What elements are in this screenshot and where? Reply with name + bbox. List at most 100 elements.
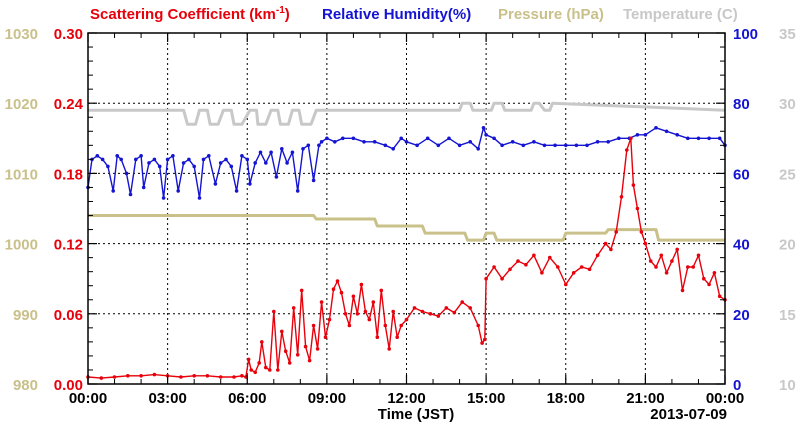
data-point-humidity xyxy=(171,154,175,158)
data-point-humidity xyxy=(311,178,316,183)
data-point-scattering xyxy=(670,259,674,263)
data-point-scattering xyxy=(412,306,417,310)
data-point-scattering xyxy=(579,265,584,269)
data-point-scattering xyxy=(648,259,653,263)
series-layer xyxy=(86,101,727,380)
data-point-scattering xyxy=(240,374,244,378)
data-point-humidity xyxy=(510,140,515,144)
data-point-humidity xyxy=(95,154,100,158)
data-point-humidity xyxy=(141,185,146,190)
data-point-humidity xyxy=(264,161,268,165)
data-point-scattering xyxy=(483,337,487,342)
data-point-humidity xyxy=(111,189,115,193)
data-point-scattering xyxy=(112,375,117,379)
data-point-humidity xyxy=(147,161,151,165)
data-point-humidity xyxy=(606,140,610,144)
x-tick-label: 21:00 xyxy=(626,390,664,407)
data-point-humidity xyxy=(192,164,196,169)
humidity-tick-label: 20 xyxy=(733,307,750,324)
data-point-scattering xyxy=(540,271,544,275)
scattering-tick-label: 0.30 xyxy=(54,26,83,43)
data-point-humidity xyxy=(415,143,419,148)
data-point-scattering xyxy=(383,323,388,328)
data-point-humidity xyxy=(234,189,239,193)
data-point-humidity xyxy=(139,154,143,158)
data-point-humidity xyxy=(325,136,329,141)
data-point-scattering xyxy=(609,247,613,252)
data-point-humidity xyxy=(253,161,257,165)
data-point-humidity xyxy=(447,136,451,141)
data-point-scattering xyxy=(476,323,481,328)
data-point-scattering xyxy=(315,347,320,351)
temperature-tick-label: 35 xyxy=(779,26,796,43)
axis-ticks xyxy=(87,32,726,385)
data-point-scattering xyxy=(404,317,409,322)
data-point-humidity xyxy=(643,133,648,137)
data-point-scattering xyxy=(564,282,568,287)
x-tick-label: 12:00 xyxy=(387,390,425,407)
data-point-humidity xyxy=(675,133,679,137)
data-point-humidity xyxy=(197,196,202,200)
tick-labels: 00:00 03:00 06:00 09:00 12:00 15:00 18:00 21:00… xyxy=(5,26,796,407)
data-point-humidity xyxy=(553,143,557,148)
data-point-humidity xyxy=(585,143,589,148)
data-point-scattering xyxy=(659,253,664,258)
data-point-humidity xyxy=(165,157,170,162)
data-point-scattering xyxy=(311,323,316,328)
data-point-humidity xyxy=(134,157,138,162)
temperature-tick-label: 20 xyxy=(779,237,796,254)
data-point-scattering xyxy=(232,375,236,379)
data-point-humidity xyxy=(213,182,218,186)
legend-temperature: Temperature (C) xyxy=(623,6,738,23)
data-point-humidity xyxy=(457,143,462,148)
data-point-scattering xyxy=(276,368,280,372)
data-point-humidity xyxy=(635,133,640,137)
data-point-scattering xyxy=(268,368,272,372)
data-point-scattering xyxy=(680,288,685,293)
data-point-humidity xyxy=(564,143,568,148)
x-tick-label: 03:00 xyxy=(148,390,186,407)
data-point-scattering xyxy=(126,374,130,378)
x-tick-label: 00:00 xyxy=(69,390,107,407)
data-point-humidity xyxy=(176,189,180,193)
data-point-scattering xyxy=(205,374,210,378)
pressure-tick-label: 1010 xyxy=(5,166,38,183)
data-point-scattering xyxy=(295,353,300,357)
data-point-humidity xyxy=(492,136,496,141)
data-point-humidity xyxy=(187,157,191,162)
data-point-humidity xyxy=(484,133,488,137)
data-point-scattering xyxy=(635,206,640,211)
data-point-scattering xyxy=(218,375,223,379)
data-point-humidity xyxy=(274,175,279,179)
data-point-scattering xyxy=(631,183,636,187)
data-point-scattering xyxy=(287,361,292,365)
data-point-humidity xyxy=(532,140,536,144)
humidity-tick-label: 60 xyxy=(733,166,750,183)
data-point-scattering xyxy=(280,329,284,334)
data-point-humidity xyxy=(157,164,162,169)
data-point-scattering xyxy=(508,267,512,272)
legend-scattering: Scattering Coefficient (km-1) xyxy=(90,5,290,23)
data-point-scattering xyxy=(675,247,679,252)
data-point-scattering xyxy=(500,276,504,281)
data-point-scattering xyxy=(299,288,304,293)
data-point-scattering xyxy=(249,368,253,372)
data-point-humidity xyxy=(372,140,377,144)
data-point-humidity xyxy=(269,150,273,155)
temperature-tick-label: 25 xyxy=(779,166,796,183)
data-point-scattering xyxy=(639,230,644,234)
data-point-scattering xyxy=(548,255,552,260)
data-point-humidity xyxy=(119,157,123,162)
data-point-scattering xyxy=(619,195,624,199)
data-point-humidity xyxy=(152,157,157,162)
data-point-scattering xyxy=(283,349,288,354)
data-point-humidity xyxy=(295,189,300,193)
scattering-tick-label: 0.18 xyxy=(54,166,83,183)
data-point-scattering xyxy=(152,372,157,377)
legend-scattering-text: Scattering Coefficient (km xyxy=(90,6,276,23)
data-point-scattering xyxy=(246,357,251,362)
data-point-humidity xyxy=(319,140,324,144)
scattering-tick-label: 0.00 xyxy=(54,377,83,394)
data-point-scattering xyxy=(654,265,658,269)
